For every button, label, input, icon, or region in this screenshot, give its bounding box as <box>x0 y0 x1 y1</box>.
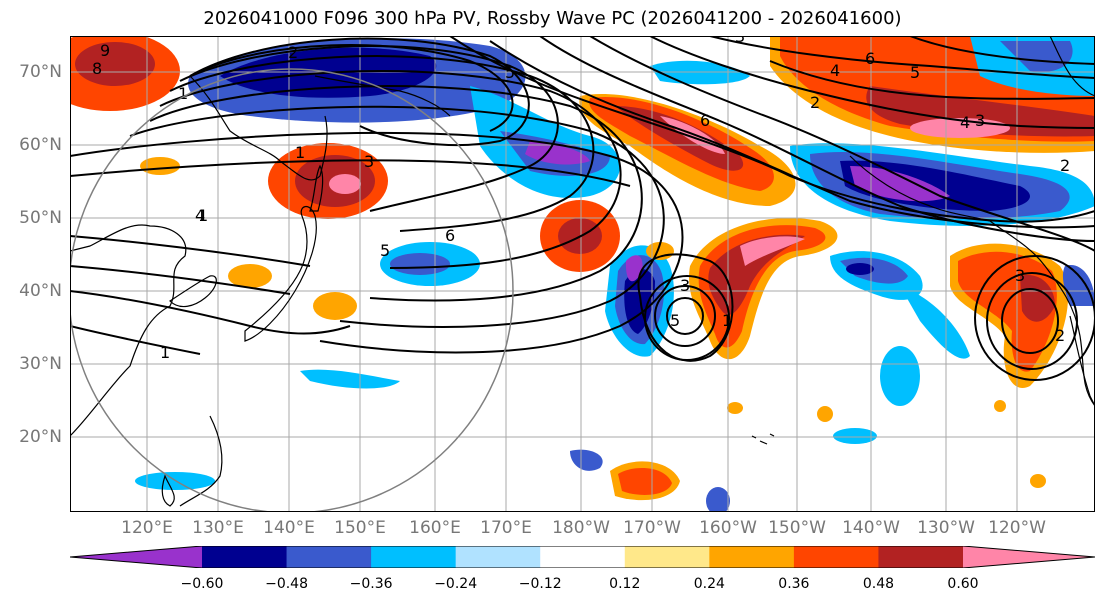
contour-label: 5 <box>670 311 680 330</box>
lat-label: 60°N <box>19 135 62 155</box>
contour-labels: 1 1 1 1 1 2 2 2 2 3 3 3 3 3 4 4 4 5 5 5 … <box>92 36 1070 362</box>
colorbar-tick-label: 0.24 <box>693 576 725 592</box>
colorbar-cell <box>202 546 288 568</box>
lon-label: 140°W <box>842 518 900 538</box>
contour-label: 5 <box>380 241 390 260</box>
coastlines <box>70 36 1095 507</box>
contour-label: 2 <box>288 43 298 62</box>
contour-label: 5 <box>910 63 920 82</box>
colorbar-cell <box>709 546 795 568</box>
lon-label: 130°E <box>192 518 244 538</box>
lon-label: 180°W <box>552 518 610 538</box>
contour-label: 2 <box>810 93 820 112</box>
colorbar-tick-label: 0.36 <box>778 576 810 592</box>
lon-label: 160°E <box>409 518 461 538</box>
colorbar-tick-label: −0.36 <box>349 576 393 592</box>
contour-label: 3 <box>680 276 690 295</box>
colorbar-cell <box>286 546 372 568</box>
contour-label: 6 <box>445 226 455 245</box>
range-circle <box>70 68 514 512</box>
graticule <box>70 36 1095 512</box>
colorbar-cell <box>371 546 457 568</box>
lat-label: 40°N <box>19 281 62 301</box>
colorbar <box>70 546 1095 568</box>
lon-label: 130°W <box>917 518 975 538</box>
contour-label: 1 <box>198 206 208 225</box>
pv-map: 1 1 1 1 1 2 2 2 2 3 3 3 3 3 4 4 4 5 5 5 … <box>70 36 1095 512</box>
contour-label: 3 <box>735 36 745 46</box>
contour-label: 3 <box>1015 266 1025 285</box>
lat-label: 30°N <box>19 354 62 374</box>
contour-label: 3 <box>364 152 374 171</box>
contour-label: 4 <box>195 206 205 225</box>
contour-label: 5 <box>505 63 515 82</box>
lat-label: 20°N <box>19 427 62 447</box>
colorbar-tick-label: −0.48 <box>265 576 308 592</box>
contour-label: 1 <box>160 343 170 362</box>
lat-label: 50°N <box>19 208 62 228</box>
lon-label: 150°W <box>768 518 826 538</box>
colorbar-extend-high <box>963 546 1095 568</box>
contour-label: 4 <box>960 113 970 132</box>
contour-label: 8 <box>92 59 102 78</box>
lon-label: 150°E <box>334 518 386 538</box>
lat-label: 70°N <box>19 62 62 82</box>
contour-label: 6 <box>700 111 710 130</box>
colorbar-cell <box>455 546 541 568</box>
colorbar-cell <box>624 546 710 568</box>
colorbar-tick-label: −0.12 <box>518 576 562 592</box>
colorbar-tick-label: −0.60 <box>180 576 224 592</box>
colorbar-extend-low <box>70 546 202 568</box>
map-title: 2026041000 F096 300 hPa PV, Rossby Wave … <box>203 8 902 29</box>
lon-label: 170°E <box>480 518 532 538</box>
contour-label: 2 <box>1060 156 1070 175</box>
colorbar-cell <box>793 546 879 568</box>
contour-label: 6 <box>865 49 875 68</box>
colorbar-cell <box>878 546 964 568</box>
lon-label: 160°W <box>699 518 757 538</box>
contour-label: 1 <box>178 84 188 103</box>
contour-label: 2 <box>1055 326 1065 345</box>
lon-label: 120°W <box>988 518 1046 538</box>
colorbar-tick-label: 0.12 <box>609 576 641 592</box>
lon-label: 120°E <box>121 518 173 538</box>
pv-contours <box>70 36 1095 381</box>
contour-label: 9 <box>100 41 110 60</box>
colorbar-tick-label: −0.24 <box>434 576 478 592</box>
lon-label: 140°E <box>263 518 315 538</box>
contour-label: 1 <box>295 143 305 162</box>
colorbar-tick-label: 0.60 <box>947 576 979 592</box>
contour-label: 4 <box>830 61 840 80</box>
lon-label: 170°W <box>623 518 681 538</box>
contour-label: 1 <box>722 311 732 330</box>
contour-label: 3 <box>975 111 985 130</box>
anomaly-shading <box>70 36 1095 512</box>
colorbar-cell <box>540 546 626 568</box>
colorbar-tick-label: 0.48 <box>862 576 895 592</box>
